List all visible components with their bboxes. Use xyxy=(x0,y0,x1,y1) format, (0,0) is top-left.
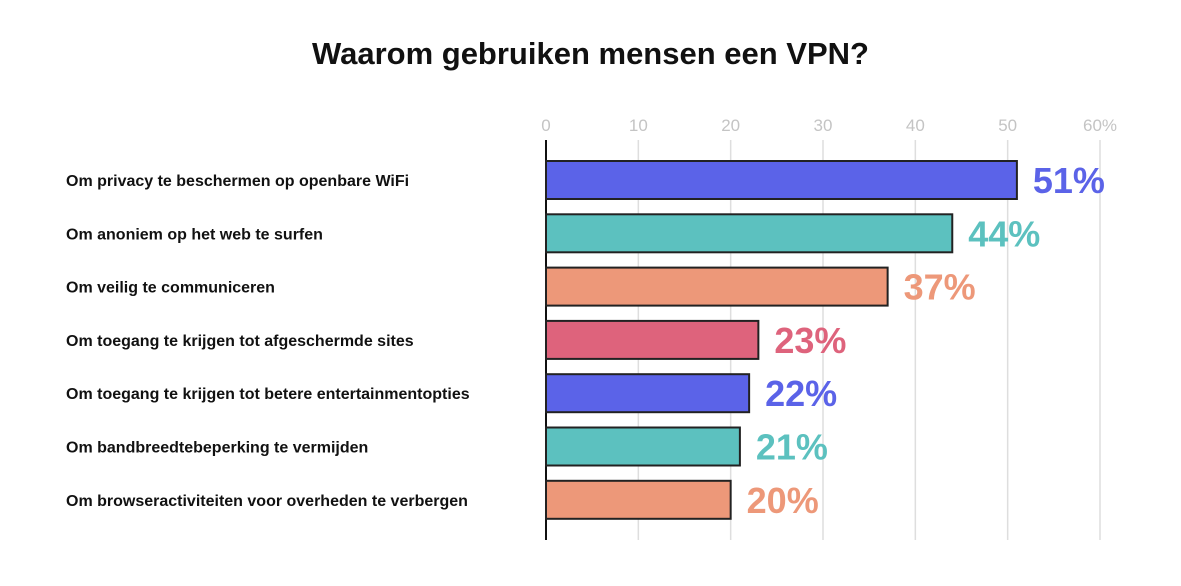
x-tick-label: 40 xyxy=(906,116,925,135)
bar xyxy=(545,213,954,254)
bar xyxy=(545,479,732,520)
category-label: Om toegang te krijgen tot betere enterta… xyxy=(66,386,470,403)
data-label: 22% xyxy=(765,373,837,414)
bar xyxy=(545,160,1018,200)
data-label: 23% xyxy=(774,320,846,361)
category-label: Om bandbreedtebeperking te vermijden xyxy=(66,440,368,457)
category-label: Om toegang te krijgen tot afgeschermde s… xyxy=(66,333,414,350)
category-labels: Om privacy te beschermen op openbare WiF… xyxy=(66,173,470,510)
category-label: Om anoniem op het web te surfen xyxy=(66,226,323,243)
bar xyxy=(545,426,741,467)
data-label: 44% xyxy=(968,213,1040,254)
category-label: Om veilig te communiceren xyxy=(66,280,275,297)
chart-title: Waarom gebruiken mensen een VPN? xyxy=(311,36,869,71)
x-axis-ticks: 0 10 20 30 40 50 60% xyxy=(541,116,1117,135)
x-tick-label: 60% xyxy=(1083,116,1117,135)
data-labels: 51% 44% 37% 23% 22% 21% 20% xyxy=(747,160,1105,521)
x-tick-label: 50 xyxy=(998,116,1017,135)
x-tick-label: 20 xyxy=(721,116,740,135)
bars xyxy=(545,160,1018,520)
x-tick-label: 30 xyxy=(814,116,833,135)
data-label: 21% xyxy=(756,427,828,468)
data-label: 20% xyxy=(747,480,819,521)
bar xyxy=(545,373,751,414)
bar xyxy=(545,266,889,307)
bar xyxy=(545,319,760,360)
x-tick-label: 0 xyxy=(541,116,550,135)
x-tick-label: 10 xyxy=(629,116,648,135)
category-label: Om browseractiviteiten voor overheden te… xyxy=(66,493,468,510)
category-label: Om privacy te beschermen op openbare WiF… xyxy=(66,173,409,190)
data-label: 51% xyxy=(1033,160,1105,201)
data-label: 37% xyxy=(904,267,976,308)
